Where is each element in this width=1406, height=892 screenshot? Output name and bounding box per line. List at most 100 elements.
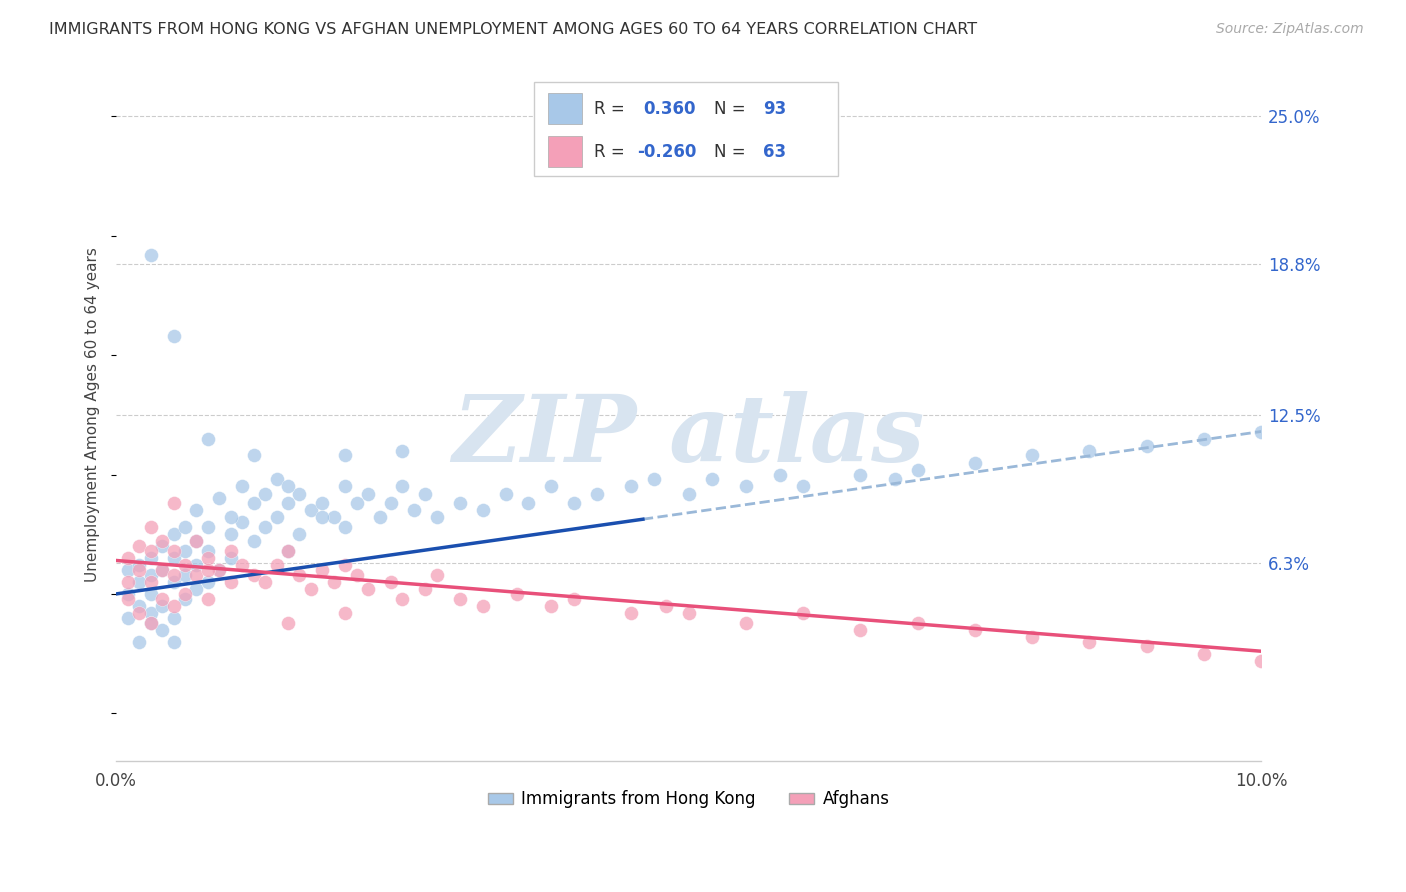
Point	[792, 479, 814, 493]
Point	[678, 486, 700, 500]
Text: -0.260: -0.260	[637, 143, 696, 161]
Point	[357, 486, 380, 500]
Point	[139, 248, 162, 262]
Point	[1250, 425, 1272, 439]
Point	[186, 567, 208, 582]
Point	[562, 591, 585, 606]
Point	[562, 496, 585, 510]
Point	[219, 527, 242, 541]
Point	[288, 486, 311, 500]
Point	[266, 472, 288, 486]
Point	[208, 563, 231, 577]
Point	[254, 486, 277, 500]
Point	[174, 520, 197, 534]
Point	[1021, 449, 1043, 463]
Point	[139, 606, 162, 620]
Point	[322, 574, 344, 589]
Point	[643, 472, 665, 486]
Point	[1192, 432, 1215, 446]
Point	[128, 606, 150, 620]
Point	[322, 510, 344, 524]
Point	[700, 472, 723, 486]
Point	[391, 591, 413, 606]
Point	[288, 527, 311, 541]
Point	[162, 527, 184, 541]
Point	[162, 611, 184, 625]
Point	[655, 599, 678, 613]
Point	[415, 582, 437, 596]
Bar	[548, 93, 582, 124]
Point	[426, 567, 449, 582]
Point	[735, 615, 758, 630]
Point	[620, 606, 643, 620]
Point	[678, 606, 700, 620]
Point	[335, 558, 357, 573]
Point	[162, 574, 184, 589]
Point	[128, 558, 150, 573]
Point	[1021, 630, 1043, 644]
Point	[197, 574, 219, 589]
Point	[117, 587, 139, 601]
Point	[735, 479, 758, 493]
Text: IMMIGRANTS FROM HONG KONG VS AFGHAN UNEMPLOYMENT AMONG AGES 60 TO 64 YEARS CORRE: IMMIGRANTS FROM HONG KONG VS AFGHAN UNEM…	[49, 22, 977, 37]
Point	[907, 615, 929, 630]
Point	[769, 467, 792, 482]
Point	[449, 591, 471, 606]
Point	[380, 496, 402, 510]
Point	[380, 574, 402, 589]
Point	[335, 606, 357, 620]
Legend: Immigrants from Hong Kong, Afghans: Immigrants from Hong Kong, Afghans	[481, 784, 896, 815]
Point	[117, 551, 139, 566]
Point	[254, 574, 277, 589]
Point	[883, 472, 905, 486]
Point	[242, 534, 264, 549]
Point	[128, 574, 150, 589]
Point	[346, 496, 368, 510]
Text: 0.360: 0.360	[643, 100, 696, 118]
Point	[197, 432, 219, 446]
Point	[907, 463, 929, 477]
Point	[849, 623, 872, 637]
Point	[208, 491, 231, 506]
Point	[963, 456, 986, 470]
Point	[849, 467, 872, 482]
Point	[368, 510, 391, 524]
Point	[139, 615, 162, 630]
Point	[242, 449, 264, 463]
Point	[277, 544, 299, 558]
Point	[266, 510, 288, 524]
Point	[357, 582, 380, 596]
Point	[335, 449, 357, 463]
Point	[1250, 654, 1272, 668]
Point	[277, 615, 299, 630]
Point	[128, 563, 150, 577]
Point	[139, 587, 162, 601]
Text: 93: 93	[763, 100, 786, 118]
Point	[186, 534, 208, 549]
Point	[231, 515, 253, 529]
Text: R =: R =	[593, 143, 630, 161]
Point	[162, 496, 184, 510]
Point	[219, 544, 242, 558]
Point	[471, 599, 494, 613]
Point	[174, 587, 197, 601]
Y-axis label: Unemployment Among Ages 60 to 64 years: Unemployment Among Ages 60 to 64 years	[86, 247, 100, 582]
Point	[150, 623, 173, 637]
Point	[128, 634, 150, 648]
Point	[242, 567, 264, 582]
Point	[162, 551, 184, 566]
Point	[150, 563, 173, 577]
Point	[335, 520, 357, 534]
Point	[162, 329, 184, 343]
Point	[174, 567, 197, 582]
FancyBboxPatch shape	[534, 82, 838, 176]
Point	[311, 510, 333, 524]
Point	[162, 567, 184, 582]
Point	[1136, 640, 1159, 654]
Point	[277, 496, 299, 510]
Point	[495, 486, 517, 500]
Point	[219, 574, 242, 589]
Point	[471, 503, 494, 517]
Point	[219, 551, 242, 566]
Point	[277, 544, 299, 558]
